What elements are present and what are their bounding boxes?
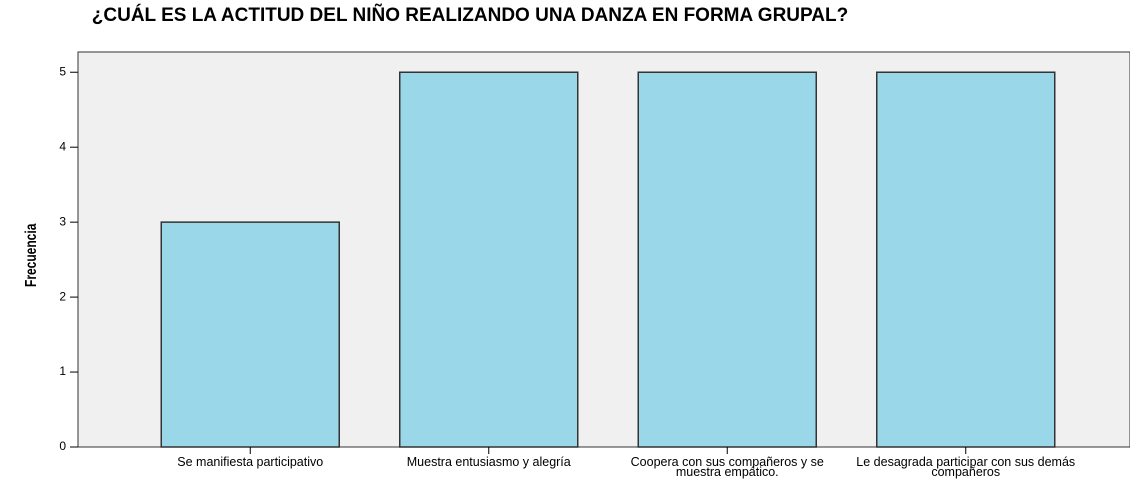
y-tick-label: 0 bbox=[59, 439, 66, 453]
y-tick-label: 4 bbox=[59, 139, 66, 153]
y-tick-label: 1 bbox=[59, 364, 66, 378]
bar bbox=[160, 221, 340, 448]
bar bbox=[637, 71, 817, 448]
bar bbox=[399, 71, 579, 448]
chart-title: ¿CUÁL ES LA ACTITUD DEL NIÑO REALIZANDO … bbox=[91, 5, 849, 26]
x-tick-label: Le desagrada participar con sus demás co… bbox=[856, 455, 1076, 479]
y-tick-label: 3 bbox=[59, 214, 66, 228]
y-axis-label: Frecuencia bbox=[23, 223, 40, 287]
x-tick-label: Muestra entusiasmo y alegría bbox=[406, 455, 571, 469]
x-tick-label: Coopera con sus compañeros y se muestra … bbox=[630, 455, 824, 479]
bar bbox=[876, 71, 1056, 448]
y-tick-label: 5 bbox=[59, 64, 66, 78]
y-tick-label: 2 bbox=[59, 289, 66, 303]
x-tick-label: Se manifiesta participativo bbox=[177, 455, 324, 469]
